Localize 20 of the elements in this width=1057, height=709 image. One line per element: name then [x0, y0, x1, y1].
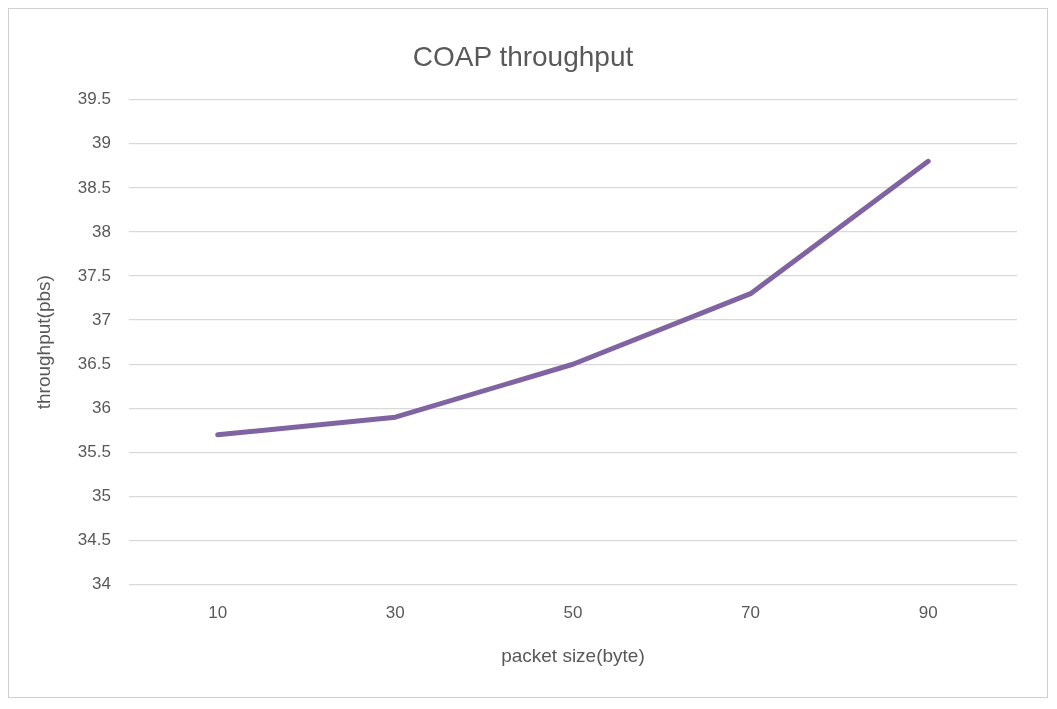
y-axis-title: throughput(pbs)	[32, 275, 54, 410]
x-tick-label: 10	[208, 602, 228, 622]
chart-title: COAP throughput	[412, 40, 634, 72]
x-axis-title: packet size(byte)	[501, 644, 645, 666]
y-tick-label: 38	[91, 221, 111, 241]
y-tick-label: 37	[91, 309, 111, 329]
x-tick-label: 50	[563, 602, 583, 622]
x-tick-label: 70	[741, 602, 761, 622]
y-tick-label: 39.5	[77, 89, 111, 109]
y-tick-label: 36	[91, 398, 111, 418]
y-tick-label: 38.5	[77, 177, 111, 197]
y-tick-label: 39	[91, 133, 111, 153]
y-tick-label: 37.5	[77, 265, 111, 285]
y-tick-label: 36.5	[77, 353, 111, 373]
x-tick-label: 90	[918, 602, 938, 622]
x-tick-label: 30	[385, 602, 405, 622]
y-tick-label: 35	[91, 486, 111, 506]
y-tick-label: 34.5	[77, 530, 111, 550]
y-tick-label: 35.5	[77, 442, 111, 462]
y-tick-label: 34	[91, 574, 111, 594]
